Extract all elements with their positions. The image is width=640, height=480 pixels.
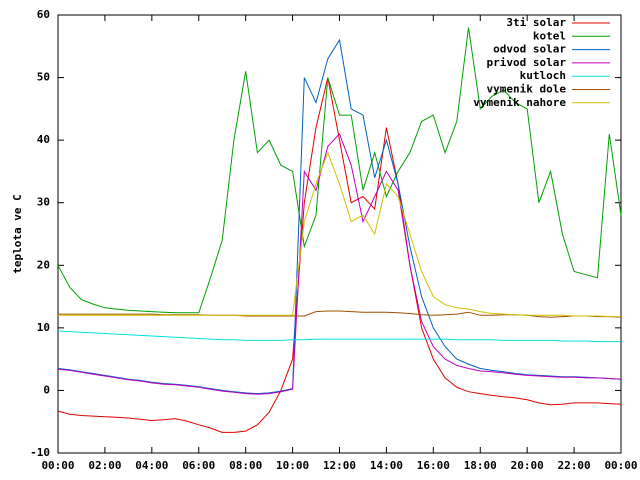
y-tick-label: 60 — [37, 8, 50, 21]
y-tick-label: 0 — [43, 383, 50, 396]
legend-label: kotel — [533, 29, 566, 42]
series-line — [57, 330, 621, 343]
series-line — [57, 38, 622, 395]
x-tick-label: 08:00 — [229, 459, 262, 472]
x-tick-label: 10:00 — [276, 459, 309, 472]
series-line — [57, 132, 622, 395]
legend-label: kutloch — [520, 69, 566, 82]
y-tick-label: 30 — [37, 196, 50, 209]
x-tick-label: 12:00 — [323, 459, 356, 472]
x-tick-label: 06:00 — [182, 459, 215, 472]
legend-label: odvod solar — [493, 43, 566, 56]
y-axis-label: teplota ve C — [11, 194, 24, 273]
legend-label: vymenik dole — [487, 83, 567, 96]
legend-label: vymenik nahore — [473, 96, 566, 109]
x-tick-label: 18:00 — [464, 459, 497, 472]
legend-label: 3ti solar — [506, 16, 566, 29]
x-tick-label: 00:00 — [41, 459, 74, 472]
y-tick-label: 40 — [37, 133, 50, 146]
x-tick-label: 16:00 — [417, 459, 450, 472]
x-tick-label: 04:00 — [135, 459, 168, 472]
x-tick-label: 22:00 — [558, 459, 591, 472]
series-line — [57, 27, 622, 314]
y-tick-label: 10 — [37, 321, 50, 334]
x-tick-label: 00:00 — [604, 459, 637, 472]
x-tick-label: 02:00 — [88, 459, 121, 472]
y-tick-label: -10 — [30, 446, 50, 459]
legend-label: privod solar — [487, 56, 567, 69]
series-line — [57, 77, 622, 433]
series-line — [58, 151, 621, 318]
x-tick-label: 20:00 — [511, 459, 544, 472]
y-tick-label: 50 — [37, 71, 50, 84]
x-tick-label: 14:00 — [370, 459, 403, 472]
y-tick-label: 20 — [37, 258, 50, 271]
